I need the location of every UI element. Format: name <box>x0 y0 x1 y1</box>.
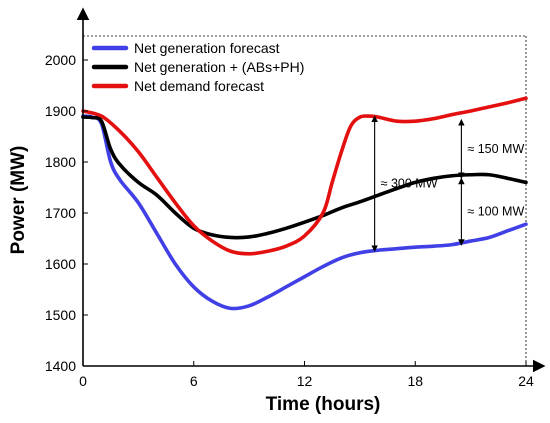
annotation-layer: ≈ 300 MW ≈ 150 MW ≈ 100 MW <box>371 115 524 252</box>
y-axis-title: Power (MW) <box>8 146 29 255</box>
x-tick-label: 0 <box>79 373 87 389</box>
x-tick-label: 12 <box>297 373 313 389</box>
annotation-label: ≈ 300 MW <box>381 177 438 191</box>
series-line-1 <box>81 114 528 311</box>
x-tick-label: 6 <box>190 373 198 389</box>
legend-label: Net demand forecast <box>134 78 264 94</box>
y-tick-label: 2000 <box>45 52 76 68</box>
series-line-2 <box>81 115 528 240</box>
tick-layer: 0 6 12 18 24 1400 1500 1600 1700 1800 1900 2000 <box>45 52 534 389</box>
y-tick-label: 1500 <box>45 307 76 323</box>
annotation-label: ≈ 100 MW <box>467 205 524 219</box>
plot-frame <box>83 35 527 366</box>
series-layer <box>81 96 528 311</box>
axes <box>76 7 546 373</box>
x-tick-label: 24 <box>518 373 534 389</box>
legend-label: Net generation forecast <box>134 40 280 56</box>
y-tick-label: 1800 <box>45 154 76 170</box>
y-tick-label: 1900 <box>45 103 76 119</box>
legend-label: Net generation + (ABs+PH) <box>134 59 304 75</box>
annotation-label: ≈ 150 MW <box>467 142 524 156</box>
y-tick-label: 1700 <box>45 205 76 221</box>
x-tick-label: 18 <box>407 373 423 389</box>
x-axis-title: Time (hours) <box>266 394 381 415</box>
series-line-3 <box>81 96 528 256</box>
legend: Net generation forecast Net generation + … <box>91 40 304 94</box>
y-tick-label: 1600 <box>45 256 76 272</box>
y-tick-label: 1400 <box>45 358 76 374</box>
